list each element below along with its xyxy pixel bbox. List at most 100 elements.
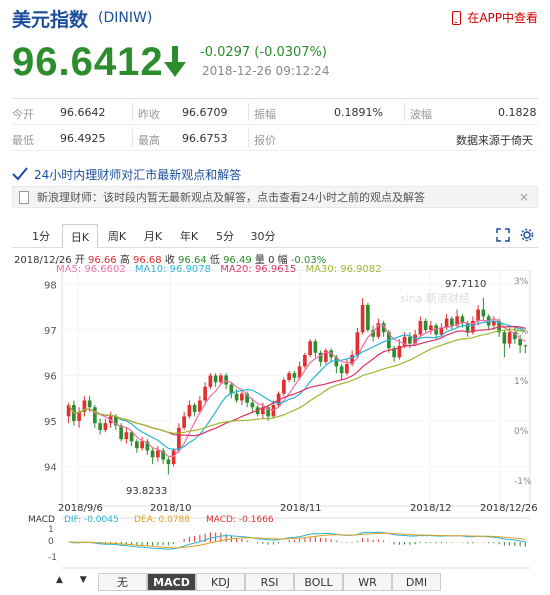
open-label: 今开 bbox=[12, 108, 34, 121]
open-in-app-label: 在APP中查看 bbox=[467, 11, 538, 25]
indicator-tab-wr[interactable]: WR bbox=[343, 573, 392, 591]
ma5-line bbox=[68, 317, 526, 457]
nav-arrows[interactable]: ▲ ▼ bbox=[56, 575, 87, 585]
tab-daily[interactable]: 日K bbox=[62, 224, 98, 249]
quote-timestamp: 2018-12-26 09:12:24 bbox=[202, 64, 330, 78]
tab-1min[interactable]: 1分 bbox=[32, 230, 50, 243]
candle-body bbox=[98, 423, 102, 430]
indicator-tab-dmi[interactable]: DMI bbox=[392, 573, 441, 591]
candle-body bbox=[271, 405, 276, 417]
x-tick-label: 2018/9/6 bbox=[58, 503, 103, 514]
candle-body bbox=[366, 305, 370, 330]
ohlc-close: 96.64 bbox=[178, 255, 207, 266]
candle-body bbox=[455, 316, 459, 326]
candle-body bbox=[450, 318, 454, 326]
amplitude-value: 0.1891% bbox=[334, 106, 383, 119]
candle-body bbox=[334, 357, 339, 367]
candle-body bbox=[171, 450, 176, 465]
analyst-section-header[interactable]: 24小时内理财师对汇市最新观点和解答 bbox=[12, 164, 538, 184]
candle-body bbox=[444, 318, 449, 328]
high-label: 最高 bbox=[138, 134, 160, 147]
y-tick-pct-label: 1% bbox=[514, 377, 529, 387]
low-annotation: 93.8233 bbox=[126, 486, 167, 497]
y-tick-pct-label: 2% bbox=[514, 327, 529, 337]
high-annotation: 97.7110 bbox=[445, 279, 486, 290]
close-icon[interactable]: × bbox=[518, 190, 529, 204]
candle-body bbox=[135, 441, 139, 449]
candle-body bbox=[166, 459, 171, 465]
nav-up-icon[interactable]: ▲ bbox=[56, 575, 63, 585]
candle-body bbox=[282, 380, 286, 394]
document-icon bbox=[19, 190, 29, 204]
candle-body bbox=[481, 309, 486, 317]
candle-body bbox=[156, 450, 160, 458]
candle-body bbox=[355, 332, 360, 355]
tab-5min[interactable]: 5分 bbox=[216, 230, 234, 243]
candle-body bbox=[161, 450, 165, 460]
analyst-notice[interactable]: 新浪理财师：该时段内暂无最新观点及解答，点击查看24小时之前的观点及解答 × bbox=[12, 186, 538, 208]
settings-icon[interactable] bbox=[520, 228, 534, 242]
candle-body bbox=[276, 393, 281, 405]
candle-body bbox=[245, 393, 249, 403]
candle-body bbox=[439, 327, 444, 335]
candle-body bbox=[518, 339, 522, 346]
stats-row: 最低 96.4925 最高 96.6753 报价 数据来源于倚天 bbox=[12, 125, 538, 151]
candle-body bbox=[145, 441, 150, 451]
indicator-tab-macd[interactable]: MACD bbox=[147, 573, 196, 591]
candle-body bbox=[292, 373, 297, 378]
candle-body bbox=[229, 384, 234, 394]
dea-line bbox=[68, 532, 526, 549]
tab-weekly[interactable]: 周K bbox=[107, 230, 127, 243]
open-in-app-link[interactable]: 在APP中查看 bbox=[452, 9, 538, 26]
symbol-code: (DINIW) bbox=[98, 10, 153, 26]
tab-30min[interactable]: 30分 bbox=[250, 230, 276, 243]
y-tick-label: 98 bbox=[44, 281, 57, 292]
indicator-tab-kdj[interactable]: KDJ bbox=[196, 573, 245, 591]
candle-body bbox=[460, 316, 465, 324]
amplitude-label: 振幅 bbox=[254, 108, 276, 121]
candle-body bbox=[203, 386, 207, 401]
watermark: sina 新浪财经 bbox=[400, 291, 470, 305]
candle-body bbox=[192, 405, 197, 412]
quote-source-label: 报价 bbox=[254, 134, 276, 147]
nav-down-icon[interactable]: ▼ bbox=[79, 575, 87, 585]
tab-monthly[interactable]: 月K bbox=[143, 230, 163, 243]
tab-yearly[interactable]: 年K bbox=[179, 230, 199, 243]
candle-body bbox=[103, 423, 108, 430]
candle-body bbox=[397, 345, 402, 358]
candle-body bbox=[502, 332, 507, 344]
dif-line bbox=[68, 531, 526, 550]
data-source: 数据来源于倚天 bbox=[456, 134, 533, 147]
indicator-tab-none[interactable]: 无 bbox=[98, 573, 147, 591]
macd-value: MACD: -0.1666 bbox=[206, 515, 274, 525]
prev-close-value: 96.6709 bbox=[182, 106, 228, 119]
candle-body bbox=[339, 366, 344, 374]
candle-body bbox=[198, 400, 202, 412]
candle-body bbox=[402, 336, 407, 346]
candle-body bbox=[329, 350, 333, 358]
ohlc-vol-label: 量 bbox=[254, 255, 265, 266]
ohlc-high: 96.68 bbox=[133, 255, 162, 266]
kline-chart[interactable]: 98 97 96 95 94 3% 2% 1% 0% -1% 2018/9/6 2018/10 2018… bbox=[0, 270, 550, 570]
ohlc-close-label: 收 bbox=[164, 255, 175, 266]
macd-label: MACD bbox=[28, 515, 55, 525]
candle-body bbox=[213, 375, 218, 383]
wave-value: 0.1828 bbox=[498, 106, 537, 119]
macd-tick-label: 0 bbox=[48, 537, 54, 547]
candle-body bbox=[66, 405, 71, 417]
fullscreen-icon[interactable] bbox=[496, 228, 510, 242]
indicator-tab-rsi[interactable]: RSI bbox=[245, 573, 294, 591]
indicator-tab-boll[interactable]: BOLL bbox=[294, 573, 343, 591]
ohlc-low-label: 低 bbox=[209, 255, 220, 266]
page-title: 美元指数 bbox=[12, 8, 89, 31]
candle-body bbox=[376, 323, 381, 337]
candle-body bbox=[140, 441, 144, 449]
indicator-tabs: 无 MACD KDJ RSI BOLL WR DMI bbox=[98, 573, 550, 593]
candle-body bbox=[429, 325, 433, 330]
candle-body bbox=[423, 320, 428, 330]
price-change: -0.0297 (-0.0307%) bbox=[200, 45, 327, 60]
ohlc-low: 96.49 bbox=[223, 255, 252, 266]
candle-body bbox=[266, 407, 270, 417]
ohlc-date: 2018/12/26 bbox=[14, 255, 72, 266]
ohlc-readout: 2018/12/26 开 96.66 高 96.68 收 96.64 低 96.… bbox=[14, 251, 326, 266]
